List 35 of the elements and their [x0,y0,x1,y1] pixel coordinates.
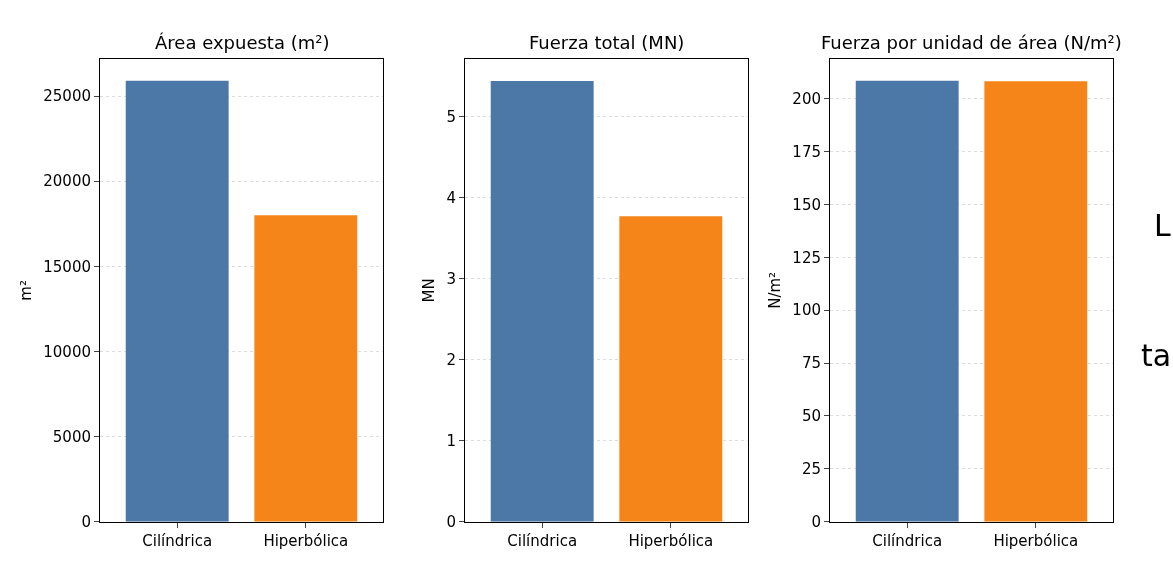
y-tick-label: 10000 [43,342,91,361]
text: L [1154,208,1171,243]
y-axis-title: m² [16,280,35,301]
y-tick-label: 200 [792,89,821,108]
x-tick-label: Cilíndrica [142,531,213,550]
y-tick-label: 5 [446,107,456,126]
y-tick-label: 150 [792,195,821,214]
y-tick-label: 0 [811,512,821,531]
y-tick-label: 0 [446,512,456,531]
y-tick-label: 20000 [43,172,91,191]
y-axis-title: MN [419,278,438,303]
y-tick-label: 0 [81,512,91,531]
x-tick-label: Cilíndrica [507,531,578,550]
y-tick-label: 5000 [52,427,91,446]
chart-title: Fuerza por unidad de área (N/m²) [821,32,1122,53]
y-tick-label: 75 [801,354,821,373]
x-tick-label: Hiperbólica [993,531,1079,550]
x-tick-label: Hiperbólica [628,531,714,550]
y-tick-label: 125 [792,248,821,267]
y-tick-label: 175 [792,142,821,161]
y-tick-label: 100 [792,301,821,320]
x-tick-label: Hiperbólica [263,531,349,550]
y-tick-label: 15000 [43,257,91,276]
text: ta [1141,338,1172,373]
y-tick-label: 25 [801,460,821,479]
x-tick-label: Cilíndrica [872,531,943,550]
y-tick-label: 25000 [43,87,91,106]
y-axis-title: N/m² [765,271,784,309]
chart-title: Fuerza total (MN) [529,32,685,53]
y-tick-label: 3 [446,269,456,288]
y-tick-label: 1 [446,431,456,450]
y-tick-label: 4 [446,188,456,207]
y-tick-label: 50 [801,407,821,426]
chart-title: Área expuesta (m²) [155,32,330,53]
y-tick-label: 2 [446,350,456,369]
